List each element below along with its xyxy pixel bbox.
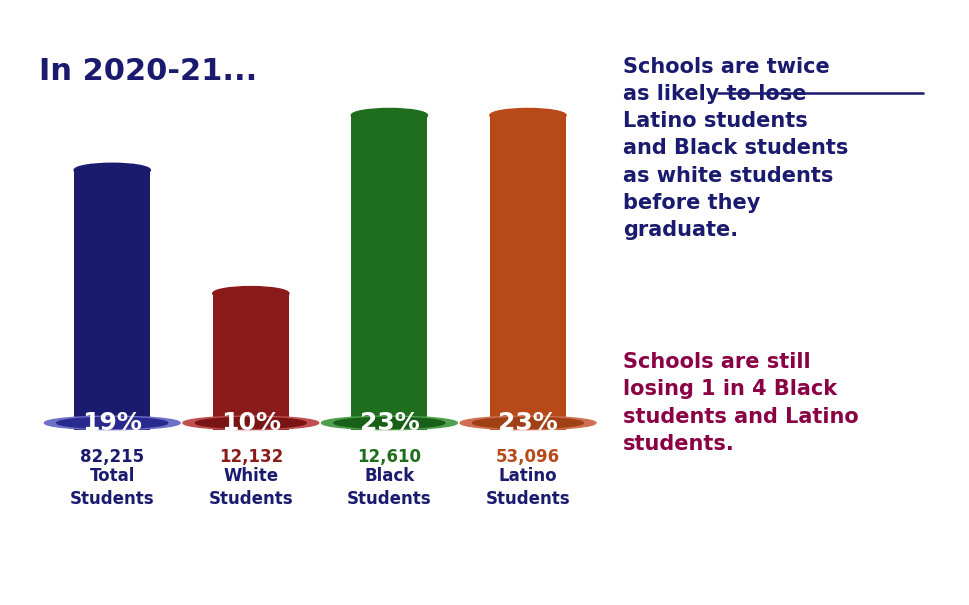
Text: White
Students: White Students [208, 468, 293, 508]
Circle shape [195, 417, 306, 428]
Text: In 2020-21...: In 2020-21... [39, 57, 257, 87]
Circle shape [57, 417, 168, 428]
Text: 12,610: 12,610 [357, 448, 421, 466]
Text: Intercultural Development Research Association, 2022: Intercultural Development Research Assoc… [19, 578, 398, 592]
Text: 19%: 19% [82, 411, 142, 435]
Ellipse shape [489, 108, 566, 122]
Circle shape [459, 416, 595, 430]
Text: Total
Students: Total Students [70, 468, 154, 508]
Ellipse shape [74, 163, 150, 177]
Text: 23%: 23% [497, 411, 557, 435]
Circle shape [321, 416, 456, 430]
Bar [212, 293, 289, 430]
Text: 23%: 23% [359, 411, 419, 435]
Text: Schools are still
losing 1 in 4 Black
students and Latino
students.: Schools are still losing 1 in 4 Black st… [622, 352, 858, 454]
Ellipse shape [351, 108, 427, 122]
Text: Schools are twice
as likely to lose
Latino students
and Black students
as white : Schools are twice as likely to lose Lati… [622, 57, 848, 240]
Text: Black
Students: Black Students [347, 468, 431, 508]
Bar [489, 116, 566, 430]
Bar [351, 116, 427, 430]
Circle shape [183, 416, 319, 430]
Text: 12,132: 12,132 [218, 448, 283, 466]
Circle shape [472, 417, 582, 428]
Circle shape [333, 417, 445, 428]
Ellipse shape [212, 287, 289, 300]
Text: Latino
Students: Latino Students [485, 468, 570, 508]
Text: 53,096: 53,096 [495, 448, 559, 466]
Text: 10%: 10% [221, 411, 280, 435]
Text: 82,215: 82,215 [80, 448, 144, 466]
Bar [74, 170, 150, 430]
Circle shape [45, 416, 180, 430]
